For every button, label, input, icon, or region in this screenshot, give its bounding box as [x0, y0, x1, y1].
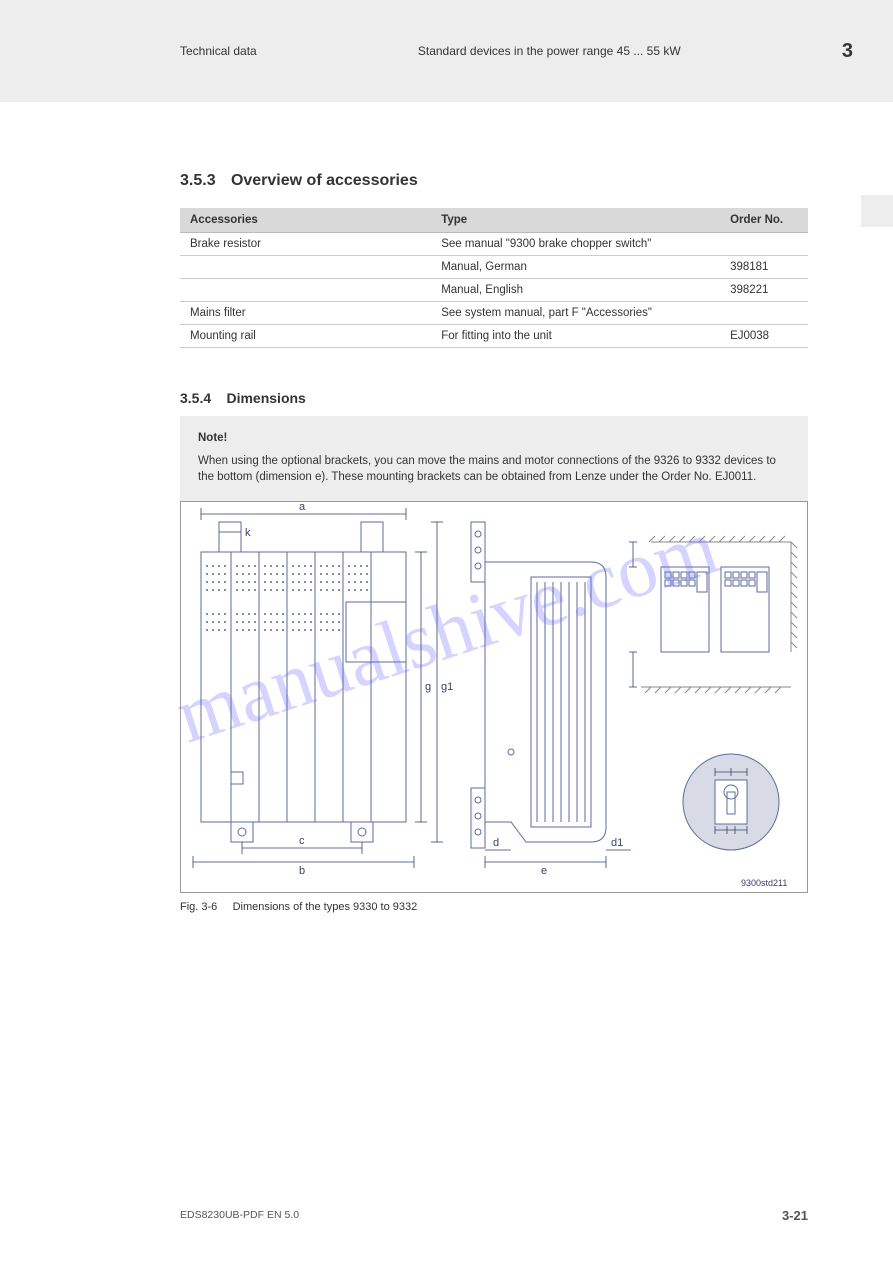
svg-text:g: g [425, 681, 431, 693]
svg-text:k: k [245, 527, 251, 539]
table-body: Brake resistor See manual "9300 brake ch… [180, 233, 808, 348]
chapter-number: 3 [842, 40, 853, 63]
figure-text: Dimensions of the types 9330 to 9332 [233, 901, 418, 913]
diagram-ref: 9300std211 [741, 878, 787, 888]
figure-number: Fig. 3-6 [180, 901, 217, 913]
svg-text:a: a [299, 502, 306, 513]
col-type: Type [431, 208, 720, 233]
table-header-row: Accessories Type Order No. [180, 208, 808, 233]
section-number: 3.5.3 [180, 172, 216, 189]
svg-text:e: e [541, 865, 547, 877]
page-footer: EDS8230UB-PDF EN 5.0 3-21 [180, 1208, 808, 1223]
content-area: 3.5.3 Overview of accessories Accessorie… [0, 172, 893, 913]
dimension-diagram: a k b c g g1 [180, 501, 808, 893]
svg-text:d1: d1 [611, 837, 623, 849]
note-heading: Note! [198, 430, 790, 447]
section-heading: 3.5.3 Overview of accessories [180, 172, 808, 190]
footer-doc-title: EDS8230UB-PDF EN 5.0 [180, 1208, 299, 1223]
svg-text:d: d [493, 837, 499, 849]
col-accessories: Accessories [180, 208, 431, 233]
table-row: Manual, English 398221 [180, 279, 808, 302]
svg-text:g1: g1 [441, 681, 453, 693]
subsection-title: Dimensions [226, 390, 305, 406]
note-body: When using the optional brackets, you ca… [198, 453, 790, 486]
subsection-heading: 3.5.4 Dimensions [180, 390, 808, 406]
page-number: 3-21 [782, 1208, 808, 1223]
note-box: Note! When using the optional brackets, … [180, 416, 808, 502]
subsection-number: 3.5.4 [180, 390, 211, 406]
section-title: Overview of accessories [231, 172, 418, 189]
figure-caption: Fig. 3-6 Dimensions of the types 9330 to… [180, 901, 808, 913]
svg-text:b: b [299, 865, 305, 877]
table-row: Brake resistor See manual "9300 brake ch… [180, 233, 808, 256]
diagram-svg: a k b c g g1 [181, 502, 808, 893]
svg-text:c: c [299, 835, 305, 847]
breadcrumb-mid: Standard devices in the power range 45 .… [418, 44, 681, 58]
breadcrumb-left: Technical data [180, 44, 257, 58]
table-row: Manual, German 398181 [180, 256, 808, 279]
side-tab [861, 195, 893, 227]
parts-table: Accessories Type Order No. Brake resisto… [180, 208, 808, 348]
col-orderno: Order No. [720, 208, 808, 233]
table-row: Mains filter See system manual, part F "… [180, 302, 808, 325]
table-row: Mounting rail For fitting into the unit … [180, 325, 808, 348]
page-header: Technical data Standard devices in the p… [0, 0, 893, 102]
